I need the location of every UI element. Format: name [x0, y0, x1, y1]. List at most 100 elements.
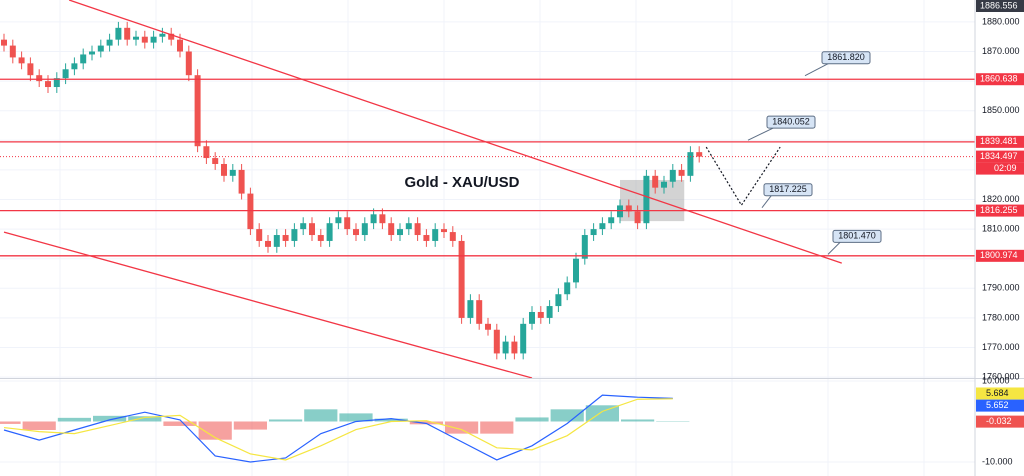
candle-body: [212, 158, 219, 164]
candle-body: [564, 282, 571, 295]
level-label: 1800.974: [980, 250, 1018, 260]
candle-body: [185, 51, 192, 76]
candle-body: [555, 294, 562, 307]
histogram-bar: [550, 409, 584, 422]
callout-label: 1861.820: [827, 52, 865, 62]
candle-body: [36, 75, 43, 82]
zone-box: [620, 179, 685, 222]
level-label: 1860.638: [980, 74, 1018, 84]
macd-badge-label: 5.684: [986, 388, 1009, 398]
candle-body: [106, 39, 113, 46]
callout-label: 1817.225: [769, 184, 807, 194]
y-tick-label: 1790.000: [982, 283, 1020, 293]
candle-body: [485, 323, 491, 330]
level-badge: [976, 73, 1024, 86]
candle-body: [643, 175, 650, 224]
candle-body: [476, 300, 483, 324]
candle-body: [423, 235, 430, 241]
histogram-bar: [409, 421, 443, 425]
candle-body: [141, 36, 148, 43]
callout-box: [763, 183, 813, 197]
candle-body: [229, 169, 236, 176]
callout-pointer: [747, 126, 776, 141]
candle-body: [414, 223, 421, 236]
candle-body: [669, 169, 676, 182]
histogram-bar: [621, 419, 655, 422]
candle-body: [27, 63, 34, 76]
y-tick-label: 1780.000: [982, 312, 1020, 322]
histogram-bar: [339, 413, 373, 422]
marks: [0, 0, 975, 463]
candle-body: [291, 229, 298, 241]
candle-body: [309, 223, 315, 236]
last-price-badge: [976, 150, 1024, 163]
candle-body: [53, 78, 60, 88]
candle-body: [273, 235, 280, 247]
candle-body: [652, 175, 659, 188]
candle-body: [71, 63, 78, 70]
y-tick-label: 1760.000: [982, 371, 1020, 381]
level-badge: [976, 249, 1024, 262]
y-tick-label: -10.000: [982, 456, 1013, 466]
histogram-bar: [198, 421, 232, 440]
callout-box: [766, 115, 816, 129]
histogram-bar: [515, 417, 549, 422]
level-badge: [976, 204, 1024, 217]
callout-box: [821, 51, 871, 65]
last-price-label: 1834.497: [980, 151, 1018, 161]
candle-body: [89, 51, 95, 55]
candle-body: [546, 306, 553, 318]
candle-body: [696, 152, 703, 157]
candle-body: [150, 36, 157, 43]
histogram-bar: [269, 419, 303, 422]
candle-body: [370, 214, 377, 224]
candle-body: [397, 229, 403, 236]
histogram-bar: [374, 418, 408, 422]
candle-body: [599, 223, 606, 230]
macd-badge-label: -0.032: [986, 416, 1012, 426]
histogram-bar: [57, 417, 91, 422]
candle-body: [344, 217, 351, 230]
candle-body: [687, 152, 694, 176]
histogram-bar: [304, 409, 338, 422]
macd-line: [3, 398, 673, 461]
candle-body: [678, 169, 685, 176]
y-tick-label: 1770.000: [982, 342, 1020, 352]
candle-body: [405, 223, 412, 230]
candle-body: [62, 69, 69, 79]
candle-body: [361, 223, 368, 236]
candle-body: [432, 229, 439, 241]
callout-label: 1840.052: [772, 117, 810, 127]
candle-body: [520, 323, 527, 354]
callout-pointer: [761, 194, 773, 209]
candle-body: [194, 75, 201, 147]
callout-pointer: [804, 62, 831, 77]
candle-body: [247, 193, 254, 230]
trend-line: [68, 0, 842, 264]
candle-body: [124, 27, 131, 40]
countdown-label: 02:09: [994, 163, 1017, 173]
macd-badge-label: 5.652: [986, 400, 1009, 410]
candle-body: [1, 39, 7, 46]
crosshair-badge: [976, 0, 1024, 12]
candle-body: [608, 217, 615, 224]
macd-line: [3, 394, 673, 463]
histogram-bar: [480, 421, 514, 434]
y-tick-label: 1850.000: [982, 105, 1020, 115]
candle-body: [80, 54, 87, 64]
candle-body: [18, 57, 25, 64]
histogram-bar: [163, 421, 197, 426]
candle-body: [133, 36, 139, 40]
candle-body: [625, 205, 632, 212]
candle-body: [203, 146, 210, 159]
candle-body: [529, 311, 535, 324]
candle-body: [581, 235, 588, 259]
candle-body: [45, 81, 51, 88]
y-tick-label: 1880.000: [982, 16, 1020, 26]
countdown-badge: [976, 162, 1024, 175]
macd-badge: [976, 399, 1024, 412]
level-label: 1839.481: [980, 136, 1018, 146]
macd-badge: [976, 387, 1024, 400]
candle-body: [9, 45, 16, 58]
histogram-bar: [93, 415, 127, 422]
